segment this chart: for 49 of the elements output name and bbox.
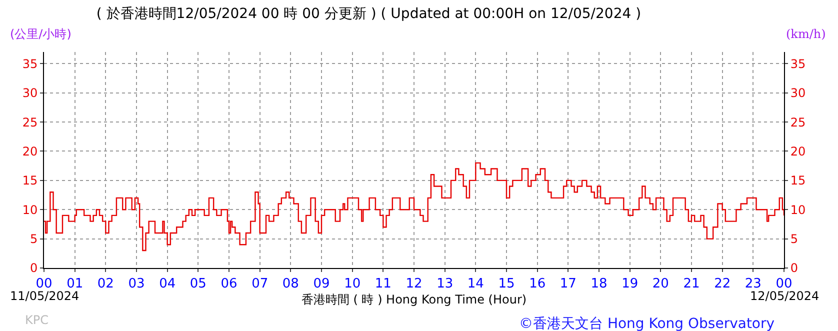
x-tick-label: 19 [622, 276, 638, 292]
x-tick-label: 07 [252, 276, 268, 292]
y2-tick-label: 35 [790, 56, 806, 71]
y2-tick-label: 25 [790, 115, 806, 130]
y-tick-label: 0 [30, 261, 38, 276]
x-tick-label: 12 [406, 276, 422, 292]
x-tick-label: 06 [220, 276, 238, 292]
x-tick-label: 22 [714, 276, 731, 292]
x-tick-label: 08 [282, 276, 299, 292]
x-tick-label: 05 [190, 276, 206, 292]
text: KPC [25, 313, 48, 327]
x-tick-label: 00 [36, 276, 52, 292]
x-tick-label: 10 [344, 276, 361, 292]
y2-tick-label: 30 [790, 86, 806, 100]
y-tick-label: 20 [22, 144, 38, 158]
text: 12/05/2024 [750, 289, 820, 303]
y-tick-label: 30 [22, 86, 38, 100]
x-tick-label: 15 [498, 276, 515, 292]
x-tick-label: 02 [97, 276, 114, 292]
x-axis-title: 香港時間 ( 時 ) Hong Kong Time (Hour) [301, 292, 527, 306]
text: ©香港天文台 Hong Kong Observatory [519, 316, 775, 331]
x-tick-label: 23 [744, 276, 762, 292]
x-tick-label: 17 [560, 276, 576, 292]
text: 11/05/2024 [10, 289, 80, 303]
y-tick-label: 25 [22, 115, 38, 130]
x-tick-label: 21 [683, 276, 700, 292]
y2-tick-label: 5 [790, 232, 798, 246]
y-tick-label: 35 [22, 56, 38, 71]
y-tick-label: 5 [30, 232, 38, 246]
x-tick-label: 04 [159, 276, 176, 292]
x-tick-label: 00 [776, 276, 792, 292]
x-tick-label: 11 [374, 276, 392, 292]
y2-tick-label: 15 [790, 174, 806, 188]
y2-axis-title: (km/h) [786, 27, 826, 41]
x-tick-label: 14 [467, 276, 484, 292]
x-tick-label: 18 [590, 276, 608, 292]
chart-title: ( 於香港時間12/05/2024 00 時 00 分更新 ) ( Updated at 00:00H on 12/05/2024 ) [96, 6, 642, 22]
x-tick-label: 20 [652, 276, 669, 292]
y-tick-label: 10 [22, 202, 38, 217]
y2-tick-label: 20 [790, 144, 806, 158]
x-tick-label: 03 [128, 276, 145, 292]
x-tick-label: 09 [313, 276, 330, 292]
y-axis-title: (公里/小時) [10, 27, 72, 41]
x-tick-label: 01 [66, 276, 84, 292]
y2-tick-label: 0 [790, 261, 798, 276]
x-tick-label: 16 [529, 276, 546, 292]
y2-tick-label: 10 [790, 202, 806, 217]
x-tick-label: 13 [436, 276, 454, 292]
y-tick-label: 15 [22, 174, 38, 188]
